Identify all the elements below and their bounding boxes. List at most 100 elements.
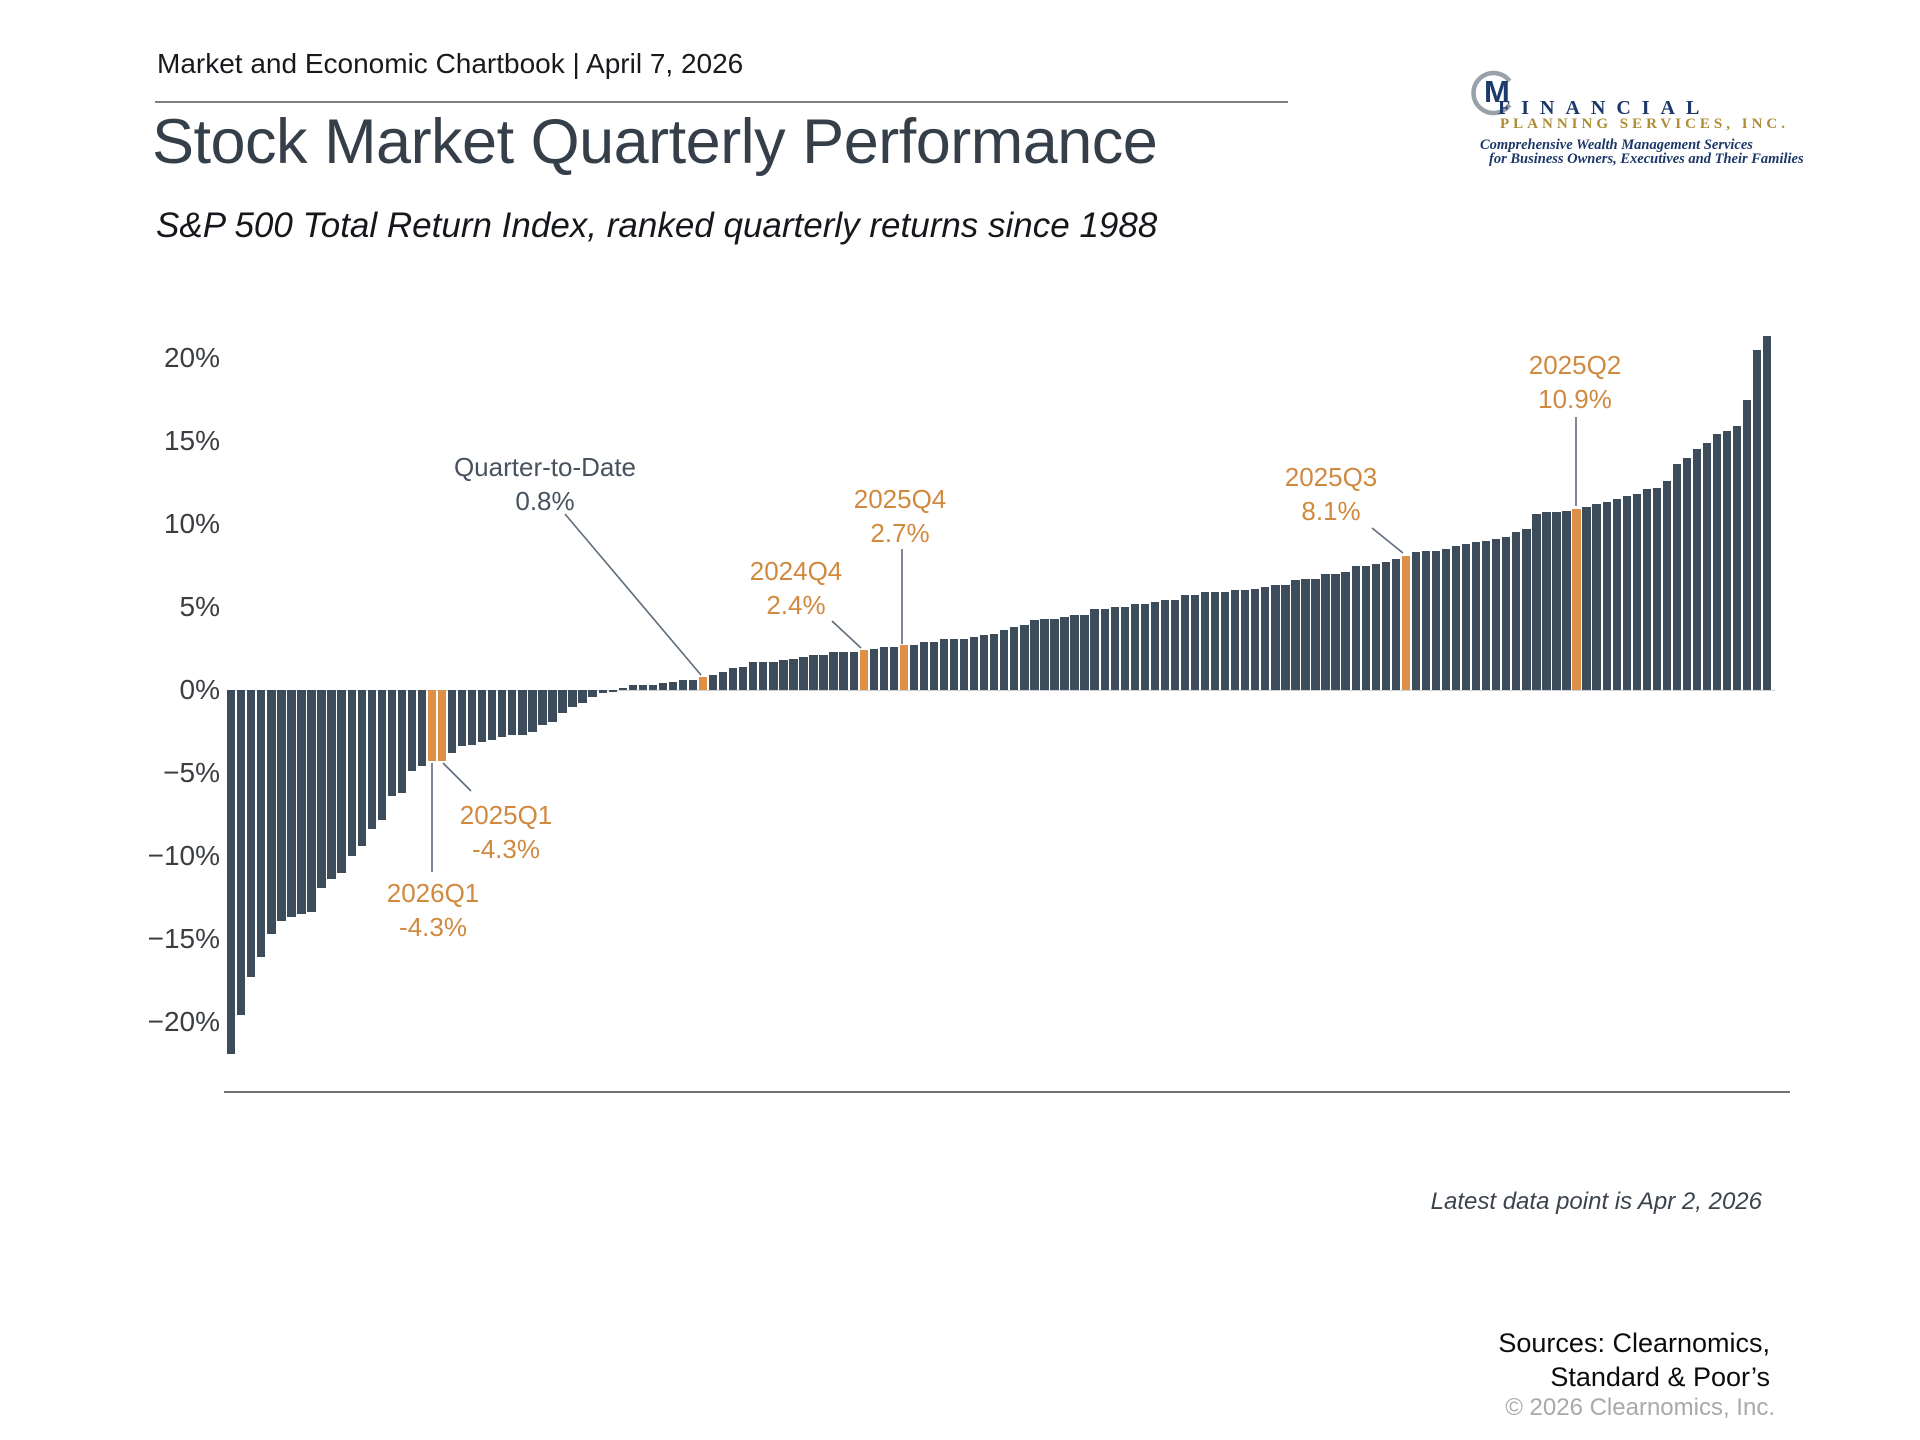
bar [809,655,818,690]
logo-monogram: M [1484,74,1510,109]
bar [719,671,728,690]
bar [959,638,969,690]
annotation-2025q4-label: 2025Q4 [853,484,947,514]
bar [1632,494,1641,690]
bar-highlight-2026q1 [427,690,437,762]
bar [508,690,517,735]
bar [1682,457,1692,690]
bar [769,661,778,690]
bar [658,683,668,690]
bar [1492,538,1501,690]
bar [307,690,316,913]
bar [608,690,617,692]
bar [1050,618,1059,690]
bar [1371,563,1380,690]
bar [1622,495,1631,690]
bar [1020,625,1029,690]
bar [688,680,698,690]
bar [1321,573,1330,690]
logo-name-financial: FINANCIAL [1498,97,1711,119]
page-subtitle: S&P 500 Total Return Index, ranked quart… [156,206,1158,245]
bar [387,690,396,797]
bar [779,660,788,690]
bar [849,651,858,690]
bar [1130,603,1139,690]
bar [1642,489,1651,690]
page-title: Stock Market Quarterly Performance [152,107,1158,177]
y-axis-label: −20% [147,1006,220,1037]
bar [789,658,798,690]
bar [538,690,547,725]
annotation-2024q4: 2024Q4 2.4% [686,554,906,622]
bar [919,641,929,690]
bar [1000,630,1009,690]
bar [588,690,597,697]
bar [1391,558,1400,690]
annotation-2026q1: 2026Q1 -4.3% [323,876,543,944]
annotation-2025q4-value: 2.7% [870,518,930,548]
bar [749,661,758,690]
bar [1271,585,1280,690]
bar [1502,537,1511,690]
bar [1351,565,1360,690]
bar [1421,550,1431,690]
bar [327,690,336,880]
annotation-2025q1: 2025Q1 -4.3% [396,798,616,866]
bar [1552,512,1561,690]
bar [970,636,979,690]
bar [1080,615,1089,690]
zero-baseline [227,690,1775,691]
annotation-2026q1-value: -4.3% [399,912,467,942]
annotation-2025q4: 2025Q4 2.7% [790,482,1010,550]
bar [980,635,989,690]
bar [1180,595,1190,690]
bar [1612,499,1621,690]
sources-line-2: Standard & Poor’s [1550,1362,1770,1392]
company-logo: M FINANCIAL PLANNING SERVICES, INC. Comp… [1462,60,1804,180]
bar [1451,545,1461,690]
bar [598,690,607,694]
bar [1662,480,1672,690]
bar [377,690,386,820]
bar [1090,608,1099,690]
bar [558,690,567,714]
y-axis-label: 10% [163,508,220,539]
bar [1652,487,1662,690]
bar [1221,592,1230,690]
y-axis-label: 0% [179,674,220,705]
annotation-qtd-value: 0.8% [515,486,575,516]
bar [1361,565,1370,690]
bar [1291,580,1300,690]
bar [829,651,838,690]
bar [1030,620,1039,690]
bar-highlight-2025q4 [899,645,909,690]
bar [297,690,306,915]
bar [578,690,587,704]
bar [708,675,718,690]
bar [267,690,276,934]
bar [628,685,637,690]
bar [1200,592,1210,690]
bar [1733,426,1742,690]
copyright: © 2026 Clearnomics, Inc. [1505,1394,1775,1421]
bar [1060,617,1069,690]
annotation-2025q1-value: -4.3% [472,834,540,864]
bar [1542,512,1551,690]
bar [488,690,497,740]
bar [1562,510,1571,690]
bar [498,690,507,737]
annotation-2025q2-label: 2025Q2 [1528,350,1622,380]
bar [1602,502,1611,690]
bar [929,641,939,690]
logo-tagline-2: for Business Owners, Executives and Thei… [1489,151,1804,167]
annotation-2025q2-value: 10.9% [1538,384,1612,414]
bar [1100,608,1109,690]
bar [1210,592,1220,690]
logo-tagline-1: Comprehensive Wealth Management Services [1480,137,1753,153]
bar [819,655,828,690]
y-axis-label: −5% [163,757,220,788]
bar [1512,532,1521,690]
bar [869,648,878,690]
bar [417,690,427,767]
bar [799,656,808,690]
